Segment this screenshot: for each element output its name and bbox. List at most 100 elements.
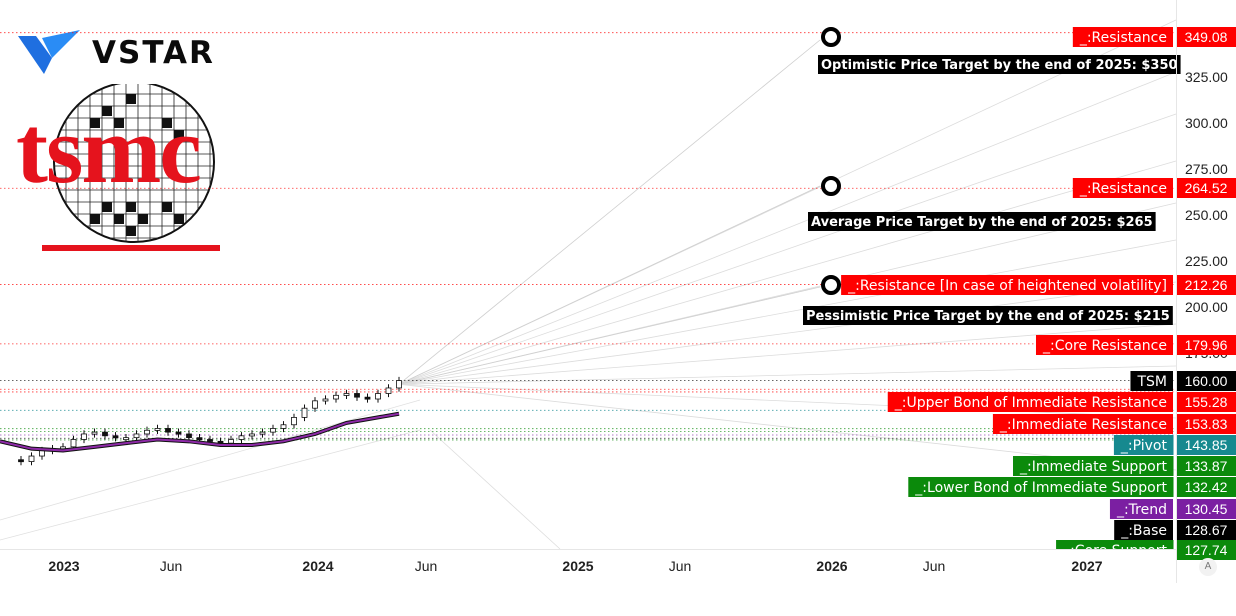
level-name-badge bbox=[1072, 27, 1173, 47]
level-value-badge bbox=[1176, 477, 1236, 497]
candle-body bbox=[123, 437, 129, 441]
level-value-badge bbox=[1176, 275, 1236, 295]
x-tick-label: 2027 bbox=[1071, 558, 1102, 574]
projection-line bbox=[398, 383, 1177, 419]
candle-body bbox=[259, 431, 266, 435]
level-name-badge bbox=[992, 414, 1173, 434]
x-tick-label: 2025 bbox=[562, 558, 593, 574]
target-marker-icon bbox=[821, 275, 841, 295]
level-value-label: 160.00 bbox=[1185, 373, 1228, 389]
level-value-label: 130.45 bbox=[1185, 501, 1228, 517]
base-line bbox=[0, 411, 400, 453]
candle-body bbox=[396, 380, 402, 389]
level-name-label: _:Core Resistance bbox=[1042, 338, 1167, 354]
level-value-badge bbox=[1176, 499, 1236, 519]
x-tick-label: Jun bbox=[160, 558, 183, 574]
level-name-badge bbox=[1113, 435, 1174, 455]
level-value-label: 153.83 bbox=[1185, 416, 1228, 432]
y-tick-label: 300.00 bbox=[1185, 115, 1228, 131]
candle-body bbox=[207, 439, 213, 442]
level-value-label: 128.67 bbox=[1185, 522, 1228, 538]
level-name-label: _:Base bbox=[1120, 523, 1167, 539]
candle-body bbox=[280, 424, 287, 429]
level-value-label: 132.42 bbox=[1185, 479, 1228, 495]
target-marker-icon bbox=[821, 27, 841, 47]
price-target-annotation: Optimistic Price Target by the end of 20… bbox=[821, 58, 1178, 73]
level-value-badge bbox=[1176, 335, 1236, 355]
level-name-label: TSM bbox=[1136, 374, 1167, 390]
y-tick-label: 225.00 bbox=[1185, 253, 1228, 269]
candle-body bbox=[291, 416, 297, 426]
level-name-label: _:Pivot bbox=[1120, 438, 1168, 454]
candle-body bbox=[385, 387, 392, 394]
trend-line bbox=[0, 399, 421, 521]
level-name-label: _:Resistance bbox=[1079, 30, 1167, 46]
x-tick-label: 2023 bbox=[48, 558, 79, 574]
candle-body bbox=[133, 433, 140, 439]
candle-body bbox=[186, 433, 192, 439]
projection-line bbox=[398, 39, 821, 385]
price-target-annotation: Pessimistic Price Target by the end of 2… bbox=[806, 309, 1170, 324]
level-name-badge bbox=[908, 477, 1174, 497]
candle-body bbox=[196, 437, 203, 441]
candle-body bbox=[333, 394, 339, 400]
tsmc-wordmark: tsmc bbox=[16, 96, 202, 203]
candle-body bbox=[343, 393, 350, 396]
level-name-badge bbox=[841, 275, 1173, 295]
candle-body bbox=[112, 435, 119, 439]
level-value-badge bbox=[1176, 520, 1236, 540]
level-name-badge bbox=[1072, 178, 1173, 198]
wafer-grid-icon bbox=[53, 84, 215, 243]
level-value-badge bbox=[1176, 456, 1236, 476]
candle-body bbox=[165, 428, 171, 433]
x-tick-label: Jun bbox=[923, 558, 946, 574]
candle-body bbox=[301, 407, 308, 418]
projection-line bbox=[398, 239, 1177, 385]
candle-body bbox=[91, 431, 98, 435]
projection-line bbox=[398, 185, 821, 385]
y-tick-label: 275.00 bbox=[1185, 161, 1228, 177]
level-value-label: 212.26 bbox=[1185, 277, 1228, 293]
level-value-label: 133.87 bbox=[1185, 458, 1228, 474]
x-tick-label: Jun bbox=[669, 558, 692, 574]
level-value-label: 155.28 bbox=[1185, 394, 1228, 410]
x-tick-label: 2026 bbox=[816, 558, 847, 574]
level-name-label: _:Resistance bbox=[1079, 181, 1167, 197]
trend-line bbox=[0, 429, 421, 541]
projection-line bbox=[398, 323, 1177, 385]
level-value-badge bbox=[1176, 540, 1236, 560]
vstar-wordmark: VSTAR bbox=[92, 35, 215, 71]
level-value-badge bbox=[1176, 414, 1236, 434]
y-tick-label: 200.00 bbox=[1185, 299, 1228, 315]
level-name-badge bbox=[1114, 520, 1173, 540]
candle-body bbox=[312, 400, 318, 409]
price-target-annotation-box bbox=[808, 212, 1156, 231]
level-name-label: _:Upper Bond of Immediate Resistance bbox=[894, 395, 1167, 411]
candle-body bbox=[270, 428, 276, 433]
candle-body bbox=[354, 393, 360, 398]
level-name-badge bbox=[1013, 456, 1174, 476]
y-tick-label: 250.00 bbox=[1185, 207, 1228, 223]
level-name-badge bbox=[887, 392, 1173, 412]
level-value-badge bbox=[1176, 371, 1236, 391]
price-target-annotation: Average Price Target by the end of 2025:… bbox=[811, 215, 1153, 230]
candle-body bbox=[364, 396, 371, 400]
level-name-label: _:Lower Bond of Immediate Support bbox=[914, 480, 1167, 496]
auto-scale-button[interactable]: A bbox=[1199, 558, 1217, 576]
level-name-label: _:Immediate Resistance bbox=[999, 417, 1167, 433]
candle-body bbox=[228, 439, 234, 444]
level-name-label: _:Immediate Support bbox=[1019, 459, 1167, 475]
axis-bg bbox=[0, 550, 1176, 616]
price-axis-divider bbox=[1176, 0, 1177, 583]
vstar-logo-icon bbox=[18, 30, 80, 74]
level-name-badge bbox=[1130, 371, 1173, 391]
time-axis[interactable] bbox=[0, 549, 1176, 584]
projection-line bbox=[398, 286, 821, 385]
candle-body bbox=[144, 429, 150, 435]
candle-body bbox=[18, 459, 24, 463]
vstar-logo: VSTAR bbox=[18, 30, 215, 76]
level-value-label: 143.85 bbox=[1185, 437, 1228, 453]
projection-line bbox=[398, 113, 1177, 385]
projection-line bbox=[398, 365, 1177, 385]
